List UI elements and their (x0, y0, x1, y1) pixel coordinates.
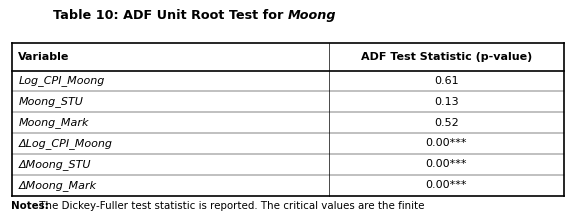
Text: Moong_Mark: Moong_Mark (18, 117, 89, 128)
Text: 0.00***: 0.00*** (426, 180, 467, 190)
Text: Moong_STU: Moong_STU (18, 96, 83, 107)
Text: Notes:: Notes: (12, 201, 49, 211)
Text: Log_CPI_Moong: Log_CPI_Moong (18, 76, 105, 86)
Text: ΔMoong_STU: ΔMoong_STU (18, 159, 91, 170)
Text: Moong: Moong (288, 9, 336, 22)
Text: 0.52: 0.52 (434, 118, 459, 128)
Text: Table 10: ADF Unit Root Test for: Table 10: ADF Unit Root Test for (53, 9, 288, 22)
Text: 0.13: 0.13 (434, 97, 458, 107)
Text: Variable: Variable (18, 52, 70, 62)
Text: ΔLog_CPI_Moong: ΔLog_CPI_Moong (18, 138, 112, 149)
Text: ΔMoong_Mark: ΔMoong_Mark (18, 180, 97, 191)
Text: 0.00***: 0.00*** (426, 138, 467, 148)
Text: 0.61: 0.61 (434, 76, 458, 86)
Text: ADF Test Statistic (p-value): ADF Test Statistic (p-value) (361, 52, 532, 62)
Text: The Dickey-Fuller test statistic is reported. The critical values are the finite: The Dickey-Fuller test statistic is repo… (36, 201, 425, 211)
Text: 0.00***: 0.00*** (426, 159, 467, 169)
